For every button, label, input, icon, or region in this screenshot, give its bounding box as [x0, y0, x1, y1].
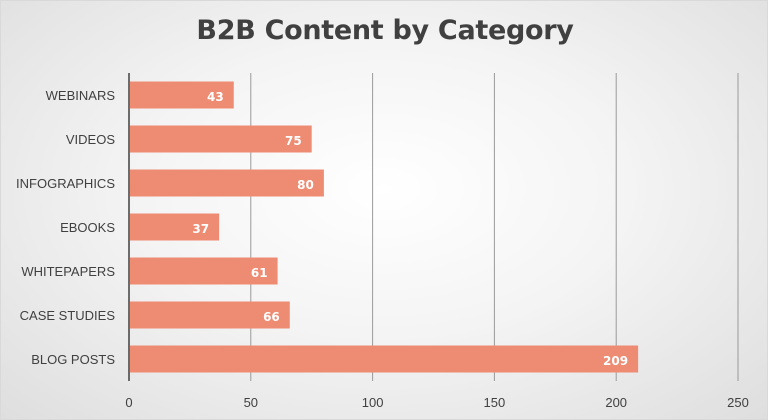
data-label: 37 [192, 222, 209, 236]
labels: 0 50 100 150 200 250 WEBINARS 43 VIDEOS 75 INFOGRA… [16, 88, 749, 410]
gridlines [250, 73, 739, 381]
x-tick-label: 50 [244, 395, 258, 410]
data-label: 80 [297, 178, 314, 192]
category-label: INFOGRAPHICS [16, 176, 115, 191]
category-label: BLOG POSTS [31, 352, 115, 367]
category-label: WEBINARS [46, 88, 116, 103]
data-label: 43 [207, 90, 224, 104]
bar [130, 257, 278, 285]
category-label: EBOOKS [60, 220, 115, 235]
x-tick-label: 100 [362, 395, 384, 410]
bar [130, 213, 220, 241]
x-tick-label: 150 [484, 395, 506, 410]
bar [130, 125, 312, 153]
data-label: 75 [285, 134, 302, 148]
bars [130, 81, 639, 373]
bar [130, 81, 234, 109]
data-label: 61 [251, 266, 268, 280]
x-tick-label: 250 [727, 395, 749, 410]
bar [130, 345, 639, 373]
x-tick-label: 200 [605, 395, 627, 410]
category-label: CASE STUDIES [20, 308, 116, 323]
category-label: WHITEPAPERS [21, 264, 115, 279]
bar [130, 301, 290, 329]
chart-title: B2B Content by Category [196, 15, 574, 46]
x-tick-label: 0 [125, 395, 132, 410]
bar [130, 169, 324, 197]
category-label: VIDEOS [66, 132, 115, 147]
data-label: 209 [603, 354, 628, 368]
data-label: 66 [263, 310, 280, 324]
